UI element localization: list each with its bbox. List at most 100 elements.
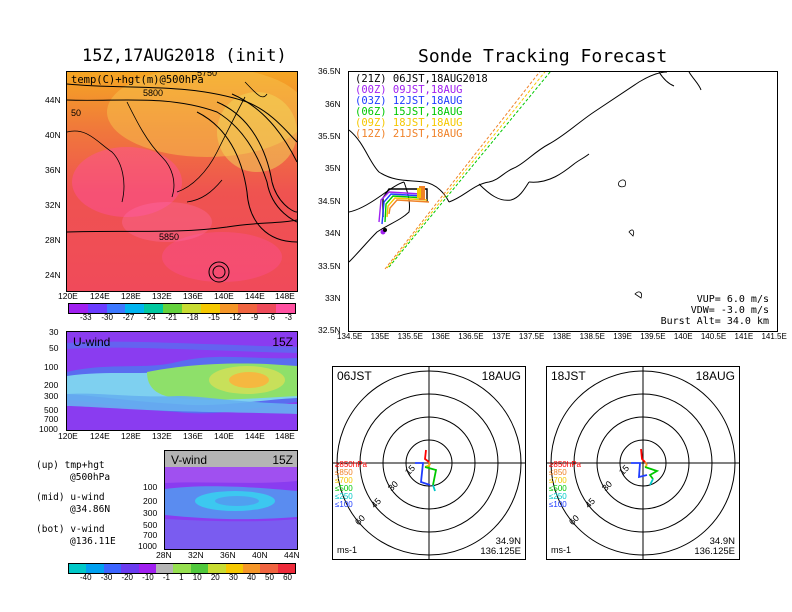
hodo-unit: ms-1 [551, 545, 571, 555]
lat-tick: 28N [156, 550, 172, 560]
u-panel-time: 15Z [272, 335, 293, 349]
contour-label-5850: 5850 [159, 232, 180, 242]
hodo-time: 06JST [337, 369, 372, 383]
hodo-legend-item: ≥850hPa [335, 460, 367, 469]
lon-tick: 120E [58, 431, 78, 441]
lon-tick: 134.5E [337, 332, 363, 341]
hodo-legend-item: ≥850hPa [549, 460, 581, 469]
hodo-legend-item: ≤100 [549, 500, 567, 509]
p-tick: 700 [143, 530, 158, 540]
right-title: Sonde Tracking Forecast [418, 46, 668, 67]
hodo-legend-item: ≤500 [549, 484, 567, 493]
upper-panel-label: temp(C)+hgt(m)@500hPa [71, 74, 204, 86]
notes: (up) tmp+hgt @500hPa (mid) u-wind @34.86… [36, 460, 116, 548]
legend-entry-00z: (00Z) 09JST,18AUG [355, 84, 463, 96]
colorbar-tick: 50 [265, 573, 274, 582]
p-tick: 300 [143, 508, 158, 518]
colorbar-tick: -15 [208, 313, 220, 322]
lat-tick: 35N [325, 163, 341, 173]
p-tick: 100 [143, 482, 158, 492]
colorbar-tick: 1 [179, 573, 184, 582]
p-tick: 1000 [138, 541, 157, 551]
p-tick: 300 [44, 391, 59, 401]
lat-tick: 44N [45, 95, 61, 105]
colorbar-tick: -18 [186, 313, 199, 322]
lon-tick: 140E [214, 431, 234, 441]
lon-tick: 139.5E [640, 332, 666, 341]
param-burst: Burst Alt= 34.0 km [660, 316, 769, 327]
lon-tick: 138.5E [579, 332, 605, 341]
lat-tick: 36N [325, 99, 341, 109]
v-panel-label: V-wind [171, 453, 208, 467]
colorbar-tick: -6 [267, 313, 276, 322]
legend-entry-03z: (03Z) 12JST,18AUG [355, 95, 463, 107]
lon-tick: 140E [673, 332, 693, 341]
wind-colorbar [68, 563, 296, 574]
lon-tick: 140E [214, 291, 234, 301]
lat-tick: 36N [45, 165, 61, 175]
hodo-unit: ms-1 [337, 545, 357, 555]
lon-tick: 128E [121, 431, 141, 441]
hodo-date: 18AUG [695, 369, 735, 383]
note-bot-1: (bot) v-wind [36, 524, 105, 535]
u-wind-panel: U-wind 15Z [66, 331, 298, 431]
hodo-location: 34.9N 136.125E [694, 537, 735, 557]
legend-entry-21z: (21Z) 06JST,18AUG2018 [355, 73, 488, 85]
colorbar-tick: -9 [251, 313, 259, 322]
lat-tick: 24N [45, 270, 61, 280]
lon-tick: 139E [613, 332, 632, 341]
lon-tick: 124E [90, 431, 110, 441]
note-mid-2: @34.86N [70, 504, 111, 515]
lon-tick: 144E [245, 431, 265, 441]
v-wind-panel: V-wind 15Z [164, 450, 298, 550]
hodo-lon: 136.125E [694, 546, 735, 557]
temp-height-field [67, 72, 297, 291]
colorbar-tick: 40 [246, 573, 256, 582]
lon-tick: 138E [552, 332, 572, 341]
left-title: 15Z,17AUG2018 (init) [82, 46, 287, 66]
colorbar-tick: -10 [142, 573, 154, 582]
colorbar-tick: -3 [284, 313, 292, 322]
note-bot-2: @136.11E [70, 536, 116, 547]
contour-label-5800: 5800 [143, 88, 164, 98]
legend-entry-12z: (12Z) 21JST,18AUG [355, 128, 463, 140]
lon-tick: 148E [275, 291, 295, 301]
lon-tick: 140.5E [700, 332, 727, 341]
hodograph-rings [333, 367, 525, 559]
v-wind-field [165, 451, 297, 549]
hodograph-18jst: 18JST 18AUG 15 30 45 60 ≥850hPa ≤850 ≤70… [546, 366, 740, 560]
lon-tick: 132E [152, 431, 172, 441]
hodo-legend-item: ≤500 [335, 484, 353, 493]
temp-colorbar [68, 303, 296, 314]
param-vdw: VDW= -3.0 m/s [690, 305, 769, 316]
p-tick: 50 [49, 343, 59, 353]
hodo-date: 18AUG [481, 369, 521, 383]
lat-tick: 36.5N [318, 66, 341, 76]
colorbar-tick: -20 [121, 573, 133, 582]
hodo-legend-item: ≤850 [549, 468, 567, 477]
colorbar-tick: -24 [144, 313, 156, 322]
v-panel-time: 15Z [272, 453, 293, 467]
launch-params: VUP= 6.0 m/s VDW= -3.0 m/s Burst Alt= 34… [661, 294, 769, 327]
colorbar-tick: -40 [80, 573, 92, 582]
lon-tick: 137.5E [518, 332, 545, 341]
hodo-lat: 34.9N [709, 536, 735, 547]
note-up-2: @500hPa [70, 472, 111, 483]
wind-colorbar-ticks: -40 -30 -20 -10 -1 1 10 20 30 40 50 60 [80, 573, 292, 582]
lat-tick: 32N [45, 200, 61, 210]
hodo-legend-item: ≤100 [335, 500, 353, 509]
colorbar-tick: -21 [165, 313, 178, 322]
legend-entry-09z: (09Z) 18JST,18AUG [355, 117, 463, 129]
hodo-lon: 136.125E [480, 546, 521, 557]
p-tick: 200 [143, 496, 158, 506]
colorbar-tick: 30 [228, 573, 238, 582]
p-tick: 100 [44, 362, 59, 372]
lat-tick: 32.5N [318, 325, 341, 335]
colorbar-tick: 10 [192, 573, 202, 582]
lon-tick: 136E [183, 431, 203, 441]
u-wind-field [67, 332, 297, 430]
colorbar-tick: -30 [100, 573, 113, 582]
u-panel-label: U-wind [73, 335, 111, 349]
p-tick: 200 [44, 380, 59, 390]
hodo-legend-item: ≤700 [549, 476, 567, 485]
